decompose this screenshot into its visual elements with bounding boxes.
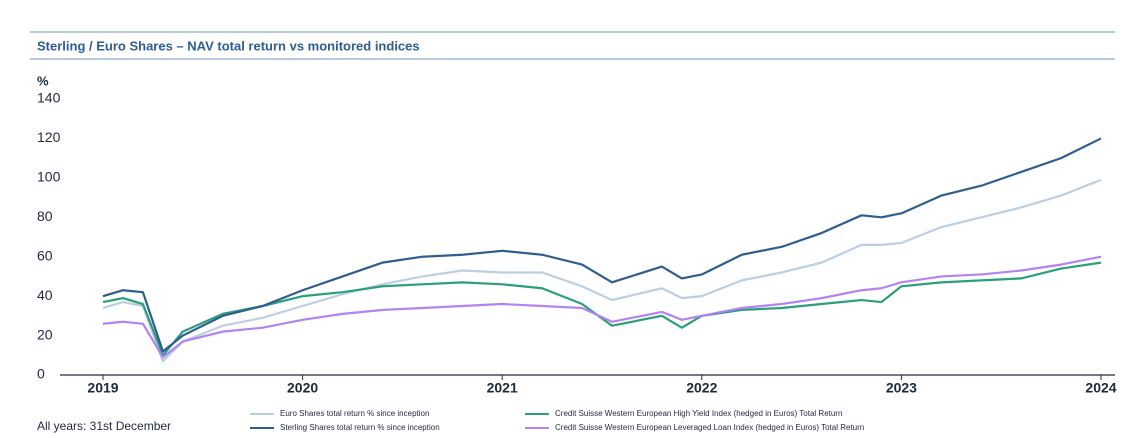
- y-tick-label: 80: [37, 208, 53, 224]
- x-tick-label: 2024: [1085, 380, 1116, 396]
- y-axis-label: %: [37, 73, 49, 88]
- y-tick-label: 40: [37, 287, 53, 303]
- y-tick-label: 0: [37, 366, 45, 382]
- series-line: [102, 255, 1102, 359]
- y-tick-label: 20: [37, 326, 53, 342]
- x-tick-label: 2019: [87, 380, 118, 396]
- y-tick-label: 60: [37, 247, 53, 263]
- legend-label: Sterling Shares total return % since inc…: [280, 423, 440, 432]
- annotation: All years: 31st December: [37, 419, 171, 433]
- legend-label: Euro Shares total return % since incepti…: [280, 409, 429, 418]
- y-tick-label: 100: [37, 169, 61, 185]
- x-tick-label: 2021: [487, 380, 518, 396]
- legend-label: Credit Suisse Western European Leveraged…: [555, 423, 864, 432]
- series-line: [102, 137, 1102, 353]
- series-line: [102, 178, 1102, 363]
- y-tick-label: 120: [37, 129, 61, 145]
- y-tick-label: 140: [37, 90, 61, 106]
- x-tick-label: 2023: [886, 380, 917, 396]
- legend-label: Credit Suisse Western European High Yiel…: [555, 409, 842, 418]
- chart-title: Sterling / Euro Shares – NAV total retur…: [37, 38, 420, 53]
- x-tick-label: 2020: [287, 380, 318, 396]
- x-tick-label: 2022: [686, 380, 717, 396]
